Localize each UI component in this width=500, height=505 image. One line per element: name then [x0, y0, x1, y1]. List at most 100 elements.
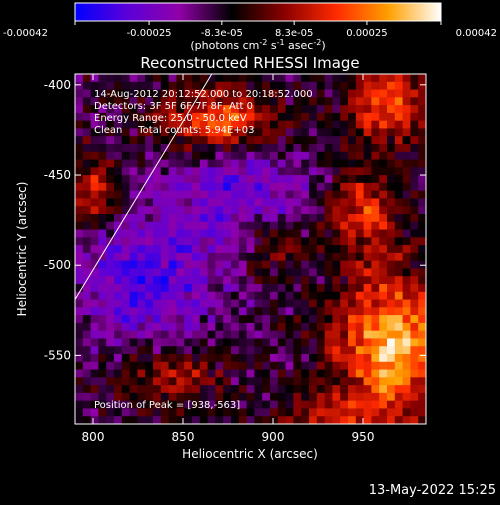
heatmap-cell	[82, 229, 91, 238]
heatmap-cell	[90, 307, 99, 316]
solar-limb-line	[74, 73, 213, 300]
heatmap-cell	[332, 214, 341, 223]
heatmap-cell	[293, 206, 302, 215]
heatmap-cell	[98, 260, 107, 269]
heatmap-cell	[371, 315, 380, 324]
heatmap-cell	[153, 167, 162, 176]
heatmap-cell	[254, 237, 263, 246]
heatmap-cell	[363, 299, 372, 308]
heatmap-cell	[231, 206, 240, 215]
heatmap-cell	[121, 284, 130, 293]
heatmap-cell	[262, 214, 271, 223]
heatmap-cell	[363, 120, 372, 129]
heatmap-cell	[254, 136, 263, 145]
heatmap-cell	[262, 229, 271, 238]
heatmap-cell	[192, 346, 201, 355]
heatmap-cell	[231, 392, 240, 402]
heatmap-cell	[160, 167, 169, 176]
heatmap-cell	[355, 105, 364, 114]
heatmap-cell	[394, 74, 403, 83]
heatmap-cell	[285, 112, 294, 122]
heatmap-cell	[371, 252, 380, 262]
heatmap-cell	[215, 252, 224, 262]
heatmap-cell	[379, 361, 388, 370]
heatmap-cell	[316, 260, 325, 269]
heatmap-cell	[176, 136, 185, 145]
heatmap-cell	[75, 229, 84, 238]
heatmap-cell	[270, 385, 279, 394]
heatmap-cell	[238, 361, 247, 370]
heatmap-cell	[340, 136, 349, 145]
heatmap-cell	[277, 330, 286, 339]
heatmap-cell	[316, 307, 325, 316]
heatmap-cell	[106, 112, 115, 122]
heatmap-cell	[246, 346, 255, 355]
heatmap-cell	[192, 252, 201, 262]
heatmap-cell	[160, 416, 169, 425]
heatmap-cell	[309, 97, 318, 106]
heatmap-cell	[231, 307, 240, 316]
heatmap-cell	[394, 159, 403, 168]
heatmap-cell	[176, 229, 185, 238]
heatmap-cell	[153, 392, 162, 402]
heatmap-cell	[316, 97, 325, 106]
heatmap-cell	[160, 128, 169, 137]
heatmap-cell	[254, 338, 263, 347]
heatmap-cell	[324, 330, 333, 339]
heatmap-cell	[379, 322, 388, 332]
heatmap-cell	[192, 120, 201, 129]
heatmap-cell	[98, 221, 107, 230]
heatmap-cell	[207, 136, 216, 145]
heatmap-cell	[160, 159, 169, 168]
heatmap-cell	[129, 361, 138, 370]
heatmap-cell	[410, 136, 419, 145]
heatmap-cell	[184, 221, 193, 230]
heatmap-cell	[394, 284, 403, 293]
heatmap-cell	[309, 214, 318, 223]
heatmap-cell	[363, 89, 372, 98]
heatmap-cell	[137, 346, 146, 355]
heatmap-cell	[309, 136, 318, 145]
heatmap-cell	[402, 159, 411, 168]
heatmap-cell	[348, 377, 357, 386]
heatmap-cell	[246, 120, 255, 129]
heatmap-cell	[215, 229, 224, 238]
heatmap-cell	[231, 268, 240, 277]
heatmap-cell	[114, 159, 123, 168]
heatmap-cell	[355, 175, 364, 184]
heatmap-cell	[309, 128, 318, 137]
heatmap-cell	[270, 120, 279, 129]
heatmap-cell	[301, 284, 310, 293]
heatmap-cell	[394, 260, 403, 269]
heatmap-cell	[262, 416, 271, 425]
heatmap-cell	[332, 128, 341, 137]
heatmap-cell	[293, 369, 302, 378]
heatmap-cell	[106, 338, 115, 347]
heatmap-cell	[316, 361, 325, 370]
heatmap-cell	[215, 167, 224, 176]
heatmap-cell	[168, 276, 177, 285]
heatmap-cell	[106, 400, 115, 409]
heatmap-cell	[106, 252, 115, 262]
heatmap-cell	[418, 400, 427, 409]
heatmap-cell	[199, 284, 208, 293]
heatmap-cell	[168, 346, 177, 355]
heatmap-cell	[270, 377, 279, 386]
heatmap-cell	[238, 315, 247, 324]
heatmap-cell	[410, 322, 419, 332]
heatmap-cell	[215, 276, 224, 285]
heatmap-cell	[394, 291, 403, 300]
heatmap-cell	[192, 245, 201, 254]
heatmap-cell	[262, 167, 271, 176]
heatmap-cell	[371, 167, 380, 176]
heatmap-cell	[363, 377, 372, 386]
heatmap-cell	[106, 284, 115, 293]
heatmap-cell	[106, 408, 115, 417]
heatmap-cell	[231, 260, 240, 269]
heatmap-cell	[199, 299, 208, 308]
heatmap-cell	[121, 315, 130, 324]
heatmap-cell	[387, 392, 396, 402]
heatmap-cell	[348, 369, 357, 378]
heatmap-cell	[309, 81, 318, 90]
heatmap-cell	[184, 315, 193, 324]
